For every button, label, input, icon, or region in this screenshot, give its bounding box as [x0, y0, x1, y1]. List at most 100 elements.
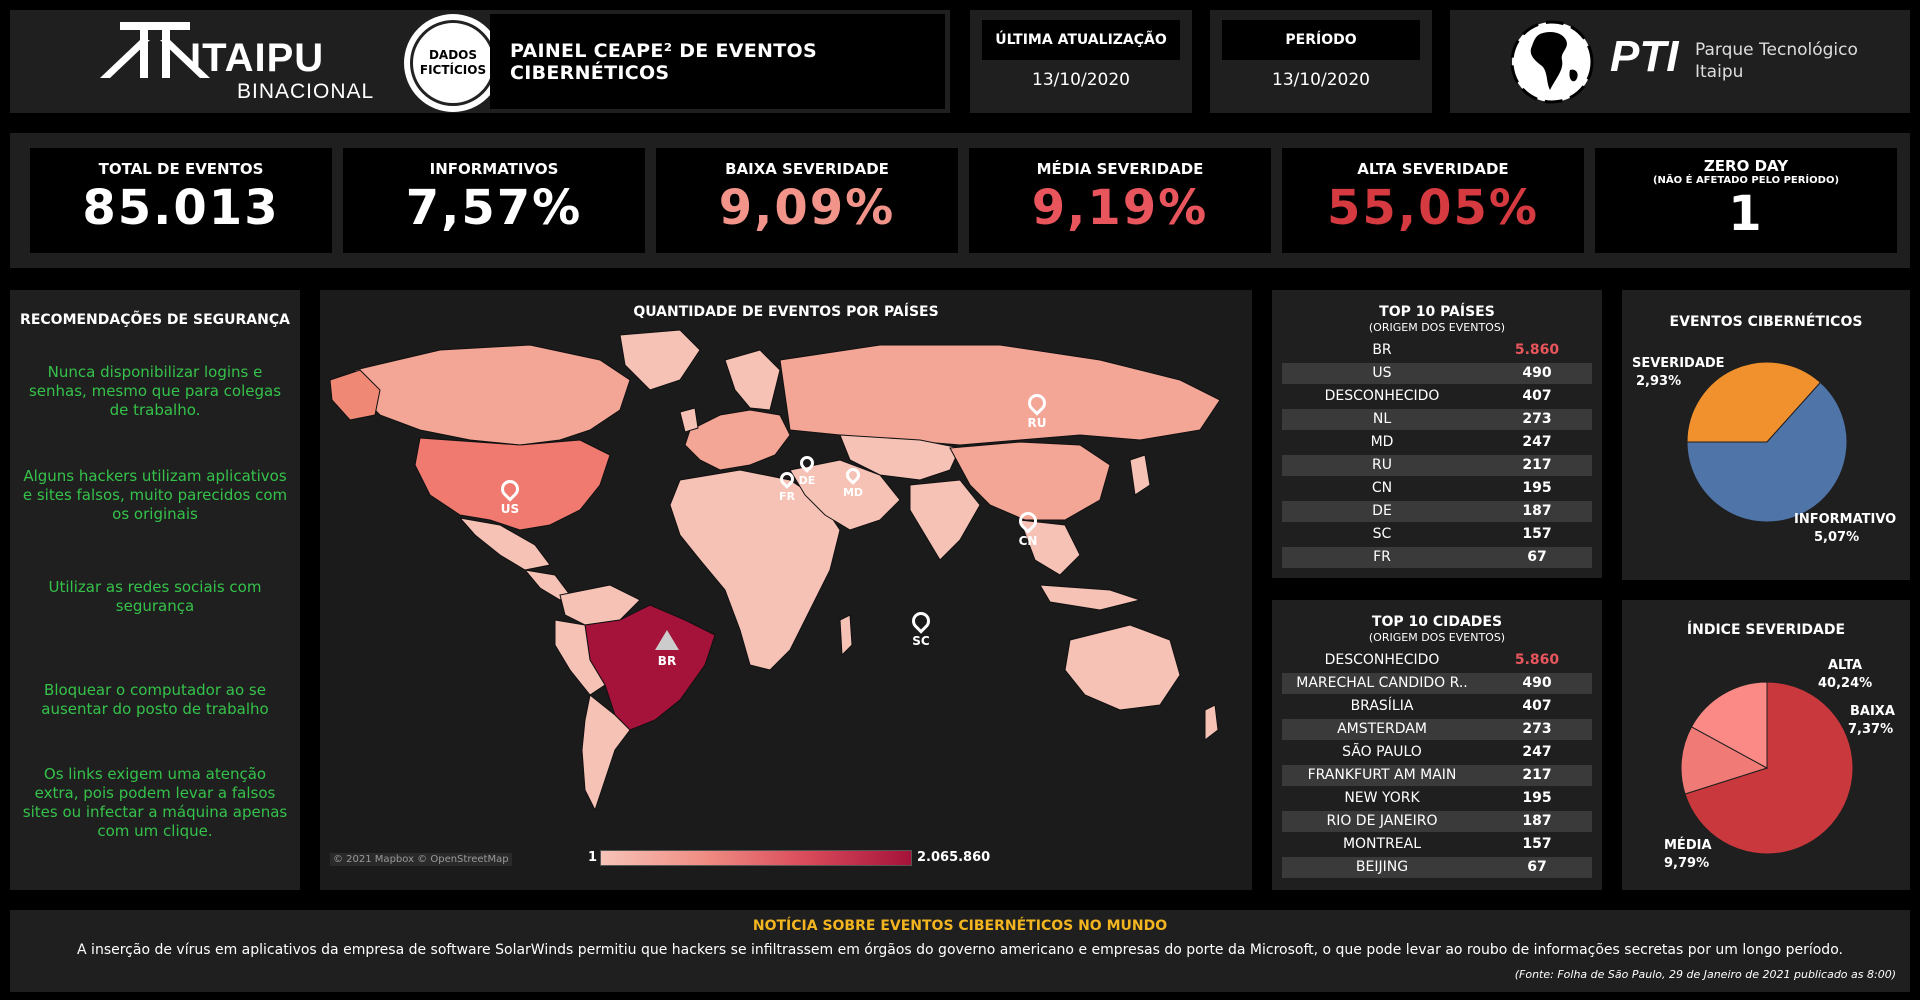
city-row-value: 195 — [1522, 790, 1552, 806]
country-row-value: 67 — [1527, 549, 1547, 565]
country-row[interactable]: RU 217 — [1282, 455, 1592, 476]
map-marker-label: CN — [1018, 534, 1038, 548]
country-row-label: DE — [1372, 503, 1392, 519]
city-row-value: 157 — [1522, 836, 1552, 852]
recommendation-item: Os links exigem uma atenção extra, pois … — [22, 765, 288, 840]
country-row-label: US — [1372, 365, 1392, 381]
city-row[interactable]: NEW YORK 195 — [1282, 788, 1592, 809]
map-attribution[interactable]: © 2021 Mapbox © OpenStreetMap — [330, 853, 512, 866]
pie1-label-informative: INFORMATIVO — [1794, 512, 1897, 527]
country-row[interactable]: FR 67 — [1282, 547, 1592, 568]
country-row-value: 187 — [1522, 503, 1552, 519]
city-row-label: MARECHAL CANDIDO R.. — [1296, 675, 1468, 691]
dashboard-title: PAINEL CEAPE² DE EVENTOS CIBERNÉTICOS — [510, 39, 817, 84]
brand-name: ITAIPU — [190, 36, 325, 80]
kpi-high-severity-value: 55,05% — [1327, 180, 1539, 236]
pie2-slice-média[interactable] — [1690, 681, 1768, 769]
kpi-medium-severity: MÉDIA SEVERIDADE 9,19% — [969, 148, 1271, 253]
kpi-informative-label: INFORMATIVOS — [429, 160, 559, 178]
top-cities-subtitle: (ORIGEM DOS EVENTOS) — [1368, 631, 1506, 644]
city-row-label: BRASÍLIA — [1350, 698, 1414, 714]
map-marker-label: MD — [842, 486, 864, 499]
country-row-label: SC — [1372, 526, 1392, 542]
last-update-panel: ÚLTIMA ATUALIZAÇÃO 13/10/2020 — [970, 10, 1192, 113]
city-row[interactable]: DESCONHECIDO 5.860 — [1282, 650, 1592, 671]
pie2-value-medium: 9,79% — [1664, 856, 1710, 871]
last-update-label-box: ÚLTIMA ATUALIZAÇÃO — [982, 20, 1180, 60]
country-row-label: BR — [1372, 342, 1392, 358]
period-label-box[interactable]: PERÍODO — [1222, 20, 1420, 60]
city-row[interactable]: MONTREAL 157 — [1282, 834, 1592, 855]
badge-line-2: FICTÍCIOS — [419, 63, 487, 77]
top-cities-title: TOP 10 CIDADES — [1371, 614, 1503, 630]
map-marker-label: SC — [912, 634, 930, 648]
map-marker-fr[interactable]: FR — [772, 469, 802, 503]
country-row[interactable]: CN 195 — [1282, 478, 1592, 499]
map-marker-md[interactable]: MD — [838, 465, 868, 499]
map-marker-ru[interactable]: RU — [1017, 390, 1057, 430]
country-row[interactable]: US 490 — [1282, 363, 1592, 384]
map-marker-cn[interactable]: CN — [1008, 508, 1048, 548]
country-row-value: 195 — [1522, 480, 1552, 496]
badge-line-1: DADOS — [428, 48, 478, 62]
city-row[interactable]: AMSTERDAM 273 — [1282, 719, 1592, 740]
kpi-zero-day-value: 1 — [1728, 186, 1764, 242]
pie1-slice-informativo[interactable] — [1686, 381, 1848, 523]
map-country-russia — [779, 344, 1221, 446]
city-row[interactable]: BRASÍLIA 407 — [1282, 696, 1592, 717]
map-country-australia — [1064, 624, 1181, 711]
pie2-slice-baixa[interactable] — [1680, 726, 1769, 795]
city-row[interactable]: BEIJING 67 — [1282, 857, 1592, 878]
country-row-value: 490 — [1522, 365, 1552, 381]
news-text: A inserção de vírus em aplicativos da em… — [77, 942, 1843, 958]
country-row[interactable]: DE 187 — [1282, 501, 1592, 522]
kpi-low-severity-value: 9,09% — [718, 180, 896, 236]
map-marker-br[interactable]: BR — [647, 630, 687, 668]
map-country-canada — [354, 344, 631, 446]
map-pin-icon — [1024, 390, 1050, 416]
pie2-label-low: BAIXA — [1850, 704, 1895, 719]
events-by-country-map-panel: QUANTIDADE DE EVENTOS POR PAÍSES — [320, 290, 1252, 890]
map-marker-sc[interactable]: SC — [901, 608, 941, 648]
pie1-slice-severidade[interactable] — [1686, 361, 1822, 443]
world-map[interactable] — [320, 320, 1252, 880]
map-country-madagascar — [839, 614, 853, 657]
severity-index-pie-title: ÍNDICE SEVERIDADE — [1686, 622, 1846, 638]
kpi-row: TOTAL DE EVENTOS 85.013 INFORMATIVOS 7,5… — [10, 133, 1910, 268]
country-row[interactable]: DESCONHECIDO 407 — [1282, 386, 1592, 407]
country-row[interactable]: MD 247 — [1282, 432, 1592, 453]
country-row-value: 273 — [1522, 411, 1552, 427]
legend-max-label: 2.065.860 — [917, 850, 991, 865]
recommendation-item: Utilizar as redes sociais com segurança — [48, 578, 262, 615]
period-value[interactable]: 13/10/2020 — [1272, 70, 1370, 90]
city-row-label: AMSTERDAM — [1337, 721, 1427, 737]
country-row[interactable]: NL 273 — [1282, 409, 1592, 430]
country-row[interactable]: BR 5.860 — [1282, 340, 1592, 361]
city-row-label: SÃO PAULO — [1342, 744, 1422, 760]
top-cities-panel: TOP 10 CIDADES (ORIGEM DOS EVENTOS) DESC… — [1272, 600, 1602, 890]
top-countries-title: TOP 10 PAÍSES — [1379, 304, 1495, 320]
map-marker-label: US — [500, 502, 520, 516]
kpi-zero-day: ZERO DAY (NÃO É AFETADO PELO PERÍODO) 1 — [1595, 148, 1897, 253]
city-row[interactable]: RIO DE JANEIRO 187 — [1282, 811, 1592, 832]
country-row[interactable]: SC 157 — [1282, 524, 1592, 545]
news-panel: NOTÍCIA SOBRE EVENTOS CIBERNÉTICOS NO MU… — [10, 910, 1910, 992]
severity-index-pie-chart[interactable] — [1622, 640, 1910, 890]
city-row[interactable]: MARECHAL CANDIDO R.. 490 — [1282, 673, 1592, 694]
map-marker-us[interactable]: US — [490, 476, 530, 516]
cyber-events-pie-chart[interactable] — [1622, 320, 1910, 580]
map-country-scandinavia — [724, 349, 781, 411]
country-row-label: NL — [1372, 411, 1392, 427]
city-row[interactable]: SÃO PAULO 247 — [1282, 742, 1592, 763]
map-marker-de[interactable]: DE — [792, 453, 822, 487]
pie2-slice-alta[interactable] — [1684, 681, 1854, 855]
pie2-label-high: ALTA — [1828, 658, 1863, 673]
city-row[interactable]: FRANKFURT AM MAIN 217 — [1282, 765, 1592, 786]
pie2-value-high: 40,24% — [1818, 676, 1873, 691]
country-row-label: RU — [1372, 457, 1392, 473]
pti-name-line2: Itaipu — [1695, 62, 1744, 82]
map-marker-label: DE — [798, 474, 816, 487]
cyber-events-pie-panel: EVENTOS CIBERNÉTICOS SEVERIDADE 2,93% IN… — [1622, 290, 1910, 580]
city-row-label: NEW YORK — [1344, 790, 1420, 806]
pti-panel: PTI Parque Tecnológico Itaipu — [1450, 10, 1910, 113]
